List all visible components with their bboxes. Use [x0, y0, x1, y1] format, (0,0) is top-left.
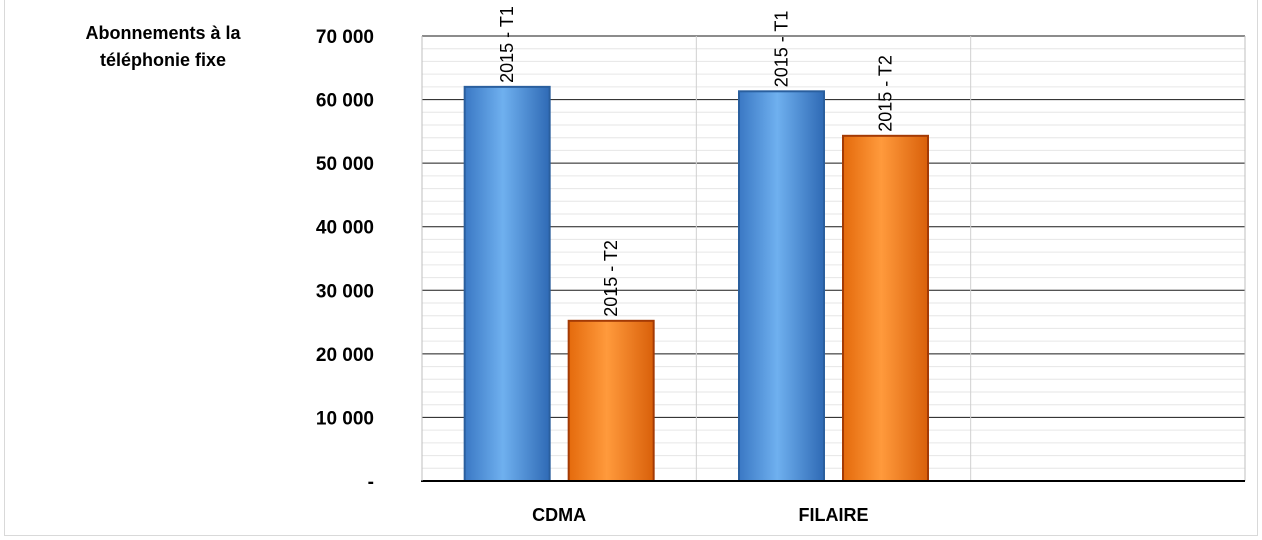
y-tick-label: 40 000	[316, 218, 374, 239]
data-label: 2015 - T2	[876, 55, 896, 132]
bars	[463, 85, 929, 483]
y-tick-label: 10 000	[316, 408, 374, 429]
data-label: 2015 - T1	[497, 6, 517, 83]
y-tick-label: -	[368, 472, 374, 493]
y-axis-title: Abonnements à la téléphonie fixe	[85, 23, 241, 70]
bar	[567, 319, 655, 482]
major-gridlines	[422, 35, 1245, 418]
y-tick-label: 60 000	[316, 91, 374, 112]
minor-gridlines	[422, 48, 1245, 469]
y-tick-label: 50 000	[316, 154, 374, 175]
chart-frame	[4, 0, 1258, 536]
bar	[842, 134, 929, 483]
axes	[421, 36, 1245, 482]
data-labels: 2015 - T1 2015 - T2 2015 - T1 2015 - T2	[497, 6, 895, 317]
x-tick-label: CDMA	[532, 505, 586, 525]
data-label: 2015 - T1	[772, 11, 792, 88]
y-tick-label: 20 000	[316, 345, 374, 366]
y-tick-labels: - 10 000 20 000 30 000 40 000 50 000 60 000 70 …	[316, 27, 374, 493]
x-tick-label: FILAIRE	[799, 505, 869, 525]
y-tick-label: 30 000	[316, 281, 374, 302]
vertical-gridlines	[695, 36, 1246, 481]
y-tick-label: 70 000	[316, 27, 374, 48]
data-label: 2015 - T2	[601, 240, 621, 317]
bar	[738, 90, 825, 483]
x-tick-labels: CDMA FILAIRE	[532, 505, 868, 525]
bar	[463, 85, 551, 482]
